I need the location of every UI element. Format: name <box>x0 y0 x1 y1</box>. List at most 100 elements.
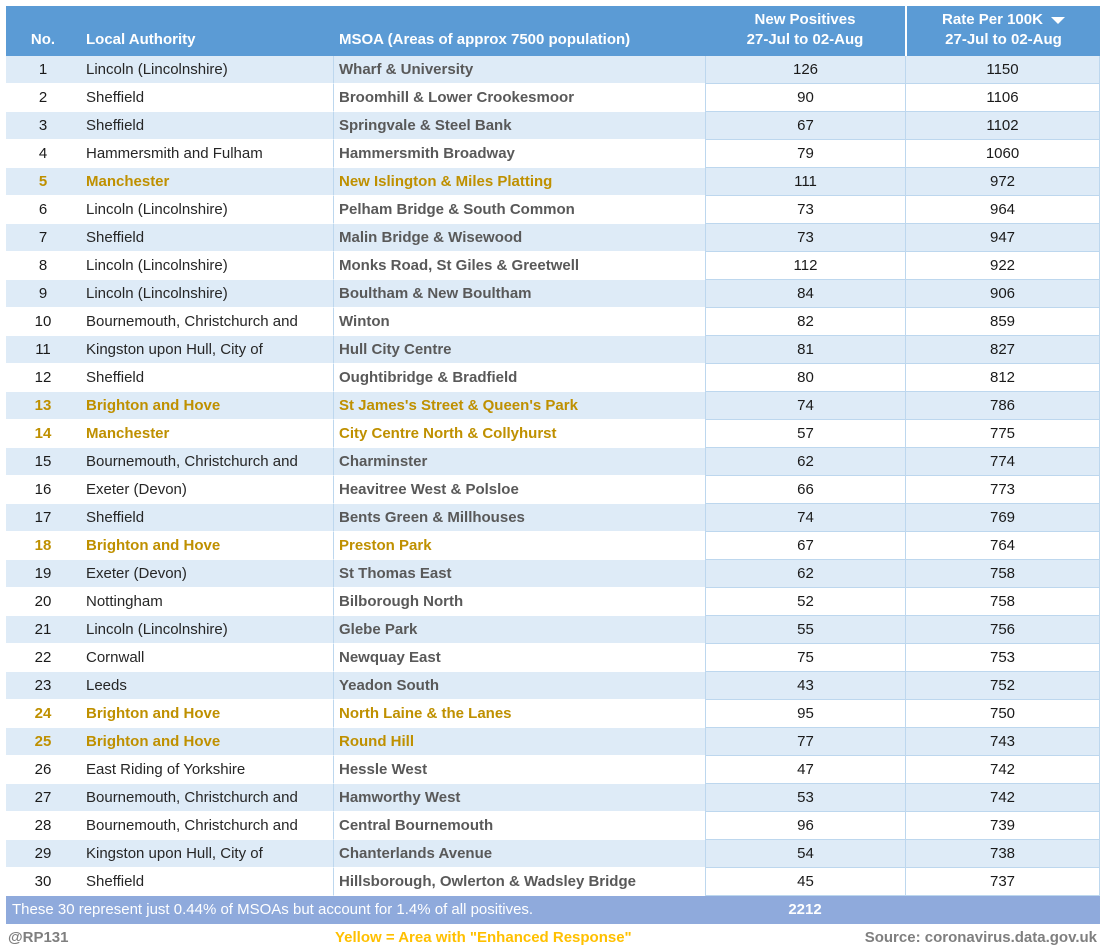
rate-cell: 758 <box>905 560 1100 588</box>
msoa-cell: North Laine & the Lanes <box>333 700 705 728</box>
row-number-cell: 29 <box>6 840 80 868</box>
msoa-cell: Malin Bridge & Wisewood <box>333 224 705 252</box>
new-positives-cell: 43 <box>705 672 905 700</box>
local-authority-cell: Manchester <box>80 420 333 448</box>
row-number-cell: 6 <box>6 196 80 224</box>
local-authority-cell: Exeter (Devon) <box>80 476 333 504</box>
msoa-cell: Central Bournemouth <box>333 812 705 840</box>
row-number-cell: 26 <box>6 756 80 784</box>
table-row: 26 East Riding of Yorkshire Hessle West … <box>6 756 1100 784</box>
summary-text: These 30 represent just 0.44% of MSOAs b… <box>12 901 534 918</box>
new-positives-cell: 75 <box>705 644 905 672</box>
row-number-cell: 7 <box>6 224 80 252</box>
data-source-link[interactable]: Source: coronavirus.data.gov.uk <box>864 929 1097 946</box>
rate-cell: 947 <box>905 224 1100 252</box>
local-authority-cell: Cornwall <box>80 644 333 672</box>
col-header-new-positives: New Positives 27-Jul to 02-Aug <box>705 6 905 56</box>
rate-cell: 742 <box>905 784 1100 812</box>
msoa-cell: Bilborough North <box>333 588 705 616</box>
rate-cell: 756 <box>905 616 1100 644</box>
new-positives-cell: 79 <box>705 140 905 168</box>
msoa-cell: Charminster <box>333 448 705 476</box>
local-authority-cell: Bournemouth, Christchurch and <box>80 308 333 336</box>
new-positives-cell: 90 <box>705 84 905 112</box>
new-positives-cell: 73 <box>705 224 905 252</box>
msoa-cell: Wharf & University <box>333 56 705 84</box>
local-authority-cell: Sheffield <box>80 224 333 252</box>
msoa-cell: Preston Park <box>333 532 705 560</box>
msoa-table: No. Local Authority MSOA (Areas of appro… <box>6 6 1100 924</box>
local-authority-cell: Kingston upon Hull, City of <box>80 840 333 868</box>
rate-cell: 764 <box>905 532 1100 560</box>
row-number-cell: 23 <box>6 672 80 700</box>
col-header-msoa: MSOA (Areas of approx 7500 population) <box>333 6 705 56</box>
rate-cell: 758 <box>905 588 1100 616</box>
local-authority-cell: Manchester <box>80 168 333 196</box>
col-header-rate: Rate Per 100K 27-Jul to 02-Aug <box>905 6 1100 56</box>
local-authority-cell: Bournemouth, Christchurch and <box>80 784 333 812</box>
rate-cell: 753 <box>905 644 1100 672</box>
table-row: 22 Cornwall Newquay East 75 753 <box>6 644 1100 672</box>
local-authority-cell: Lincoln (Lincolnshire) <box>80 616 333 644</box>
bottom-bar: @RP131 Yellow = Area with "Enhanced Resp… <box>0 924 1106 951</box>
table-row: 6 Lincoln (Lincolnshire) Pelham Bridge &… <box>6 196 1100 224</box>
table-row: 11 Kingston upon Hull, City of Hull City… <box>6 336 1100 364</box>
rate-cell: 773 <box>905 476 1100 504</box>
rate-cell: 737 <box>905 868 1100 896</box>
local-authority-cell: Hammersmith and Fulham <box>80 140 333 168</box>
msoa-cell: Boultham & New Boultham <box>333 280 705 308</box>
col-header-rate-line1: Rate Per 100K <box>942 10 1065 30</box>
rate-cell: 827 <box>905 336 1100 364</box>
local-authority-cell: Sheffield <box>80 868 333 896</box>
local-authority-cell: Sheffield <box>80 112 333 140</box>
rate-cell: 972 <box>905 168 1100 196</box>
row-number-cell: 5 <box>6 168 80 196</box>
row-number-cell: 30 <box>6 868 80 896</box>
row-number-cell: 10 <box>6 308 80 336</box>
new-positives-cell: 74 <box>705 504 905 532</box>
msoa-cell: Monks Road, St Giles & Greetwell <box>333 252 705 280</box>
msoa-cell: Oughtibridge & Bradfield <box>333 364 705 392</box>
local-authority-cell: Brighton and Hove <box>80 728 333 756</box>
row-number-cell: 18 <box>6 532 80 560</box>
row-number-cell: 13 <box>6 392 80 420</box>
sort-descending-icon[interactable] <box>1050 16 1065 24</box>
msoa-cell: Hull City Centre <box>333 336 705 364</box>
table-row: 28 Bournemouth, Christchurch and Central… <box>6 812 1100 840</box>
col-header-local-authority-label: Local Authority <box>86 31 196 48</box>
msoa-cell: Heavitree West & Polsloe <box>333 476 705 504</box>
new-positives-cell: 111 <box>705 168 905 196</box>
local-authority-cell: Lincoln (Lincolnshire) <box>80 252 333 280</box>
row-number-cell: 14 <box>6 420 80 448</box>
row-number-cell: 21 <box>6 616 80 644</box>
row-number-cell: 3 <box>6 112 80 140</box>
new-positives-cell: 80 <box>705 364 905 392</box>
table-row: 3 Sheffield Springvale & Steel Bank 67 1… <box>6 112 1100 140</box>
msoa-cell: Hamworthy West <box>333 784 705 812</box>
local-authority-cell: Lincoln (Lincolnshire) <box>80 56 333 84</box>
table-row: 19 Exeter (Devon) St Thomas East 62 758 <box>6 560 1100 588</box>
rate-cell: 1102 <box>905 112 1100 140</box>
table-row: 13 Brighton and Hove St James's Street &… <box>6 392 1100 420</box>
row-number-cell: 15 <box>6 448 80 476</box>
row-number-cell: 4 <box>6 140 80 168</box>
new-positives-cell: 62 <box>705 560 905 588</box>
new-positives-cell: 53 <box>705 784 905 812</box>
row-number-cell: 8 <box>6 252 80 280</box>
table-row: 18 Brighton and Hove Preston Park 67 764 <box>6 532 1100 560</box>
table-row: 9 Lincoln (Lincolnshire) Boultham & New … <box>6 280 1100 308</box>
local-authority-cell: Sheffield <box>80 364 333 392</box>
rate-cell: 775 <box>905 420 1100 448</box>
row-number-cell: 2 <box>6 84 80 112</box>
msoa-cell: St James's Street & Queen's Park <box>333 392 705 420</box>
table-row: 4 Hammersmith and Fulham Hammersmith Bro… <box>6 140 1100 168</box>
highlight-legend: Yellow = Area with "Enhanced Response" <box>335 929 632 946</box>
table-row: 29 Kingston upon Hull, City of Chanterla… <box>6 840 1100 868</box>
local-authority-cell: Lincoln (Lincolnshire) <box>80 280 333 308</box>
table-row: 20 Nottingham Bilborough North 52 758 <box>6 588 1100 616</box>
local-authority-cell: Sheffield <box>80 504 333 532</box>
msoa-cell: Pelham Bridge & South Common <box>333 196 705 224</box>
new-positives-cell: 112 <box>705 252 905 280</box>
col-header-no-label: No. <box>30 31 56 48</box>
